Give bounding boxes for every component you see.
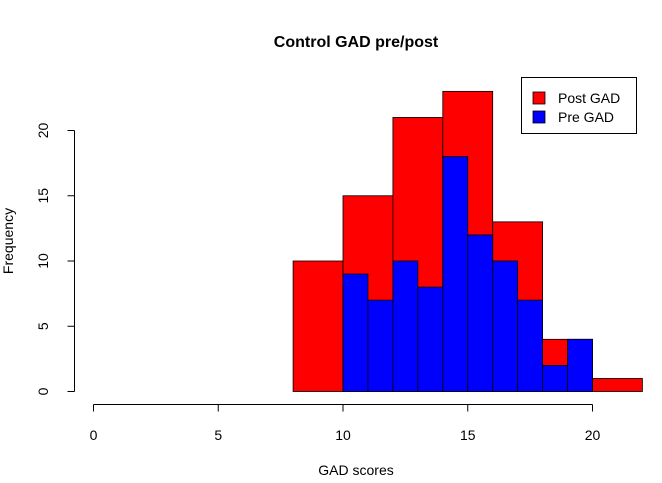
bars-layer — [292, 90, 643, 392]
y-axis: 0 5 10 15 20 — [35, 123, 75, 395]
post-gad-bar — [292, 260, 344, 392]
pre-gad-bar — [567, 338, 593, 392]
pre-gad-bar — [542, 364, 568, 392]
legend-label: Post GAD — [558, 90, 620, 106]
legend: Post GAD Pre GAD — [521, 77, 637, 134]
x-tick-label: 20 — [585, 427, 601, 443]
pre-gad-bar — [467, 234, 494, 392]
legend-swatch — [532, 110, 546, 124]
legend-box — [521, 77, 637, 134]
x-tick-label: 15 — [460, 427, 476, 443]
y-tick-label: 20 — [35, 123, 51, 139]
y-tick-label: 15 — [35, 188, 51, 204]
chart-title: Control GAD pre/post — [274, 34, 439, 51]
post-gad-bar — [592, 378, 643, 392]
y-tick-label: 0 — [35, 387, 51, 395]
pre-gad-bar — [417, 286, 444, 392]
pre-gad-bar — [492, 260, 519, 392]
y-tick-label: 5 — [35, 322, 51, 330]
x-tick-label: 0 — [90, 427, 98, 443]
legend-label: Pre GAD — [558, 109, 614, 125]
pre-gad-bar — [517, 299, 544, 392]
pre-gad-bar — [442, 156, 469, 392]
y-axis-label: Frequency — [0, 208, 16, 274]
pre-gad-bar — [342, 273, 369, 392]
x-tick-label: 10 — [335, 427, 351, 443]
y-tick-label: 10 — [35, 253, 51, 269]
pre-gad-bar — [367, 299, 394, 392]
x-axis-label: GAD scores — [318, 462, 393, 478]
x-axis: 0 5 10 15 20 — [90, 404, 601, 443]
x-tick-label: 5 — [214, 427, 222, 443]
pre-gad-bar — [392, 260, 419, 392]
legend-swatch — [532, 91, 546, 105]
